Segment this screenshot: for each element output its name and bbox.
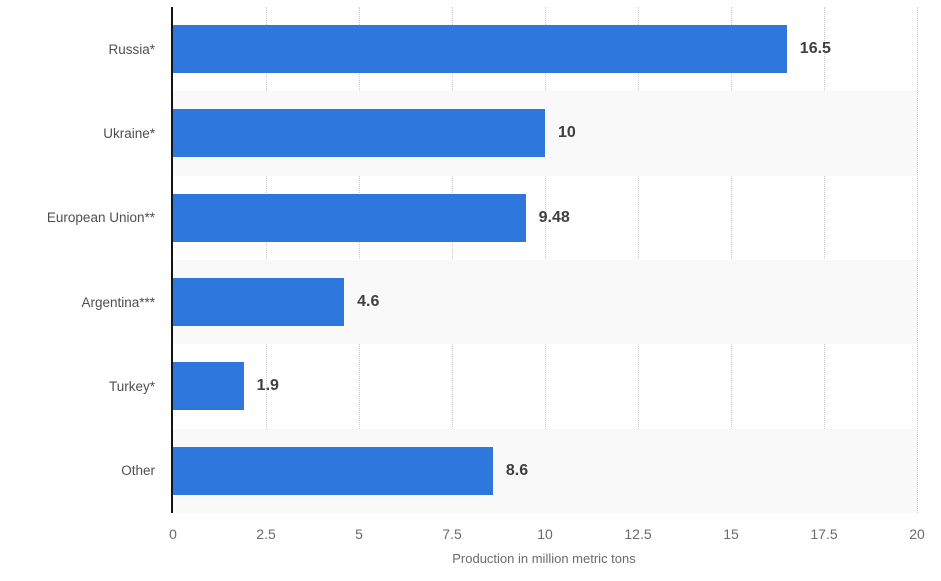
bar-argentina[interactable] — [173, 278, 345, 327]
value-label-other: 8.6 — [505, 461, 529, 479]
x-tick-10: 10 — [537, 526, 553, 542]
value-label-argentina: 4.6 — [357, 293, 380, 311]
bar-row-turkey: 1.9 — [173, 344, 917, 428]
category-label-european-union: European Union** — [46, 210, 155, 226]
x-tick-15: 15 — [723, 526, 739, 542]
y-axis-category-labels: Russia* Ukraine* European Union** Argent… — [0, 7, 155, 513]
x-tick-12-5: 12.5 — [624, 526, 652, 542]
category-label-turkey: Turkey* — [108, 378, 155, 394]
bar-row-russia: 16.5 — [173, 7, 917, 91]
bar-european-union[interactable] — [173, 193, 526, 242]
x-tick-7-5: 7.5 — [442, 526, 462, 542]
bar-turkey[interactable] — [173, 362, 244, 411]
category-label-ukraine: Ukraine* — [103, 125, 155, 141]
x-axis-tick-labels: 0 2.5 5 7.5 10 12.5 15 17.5 20 — [169, 526, 925, 546]
x-tick-5: 5 — [355, 526, 363, 542]
plot-area: 16.5 10 9.48 4.6 1.9 8.6 — [171, 7, 918, 513]
bar-ukraine[interactable] — [173, 109, 545, 158]
value-label-ukraine: 10 — [558, 124, 576, 142]
value-label-turkey: 1.9 — [256, 377, 279, 395]
category-label-other: Other — [121, 463, 155, 479]
bar-row-european-union: 9.48 — [173, 176, 917, 260]
value-label-european-union: 9.48 — [538, 208, 570, 226]
bar-other[interactable] — [173, 446, 493, 495]
bar-row-argentina: 4.6 — [173, 260, 917, 345]
category-label-russia: Russia* — [108, 41, 155, 57]
bar-russia[interactable] — [173, 25, 787, 74]
x-tick-2-5: 2.5 — [256, 526, 276, 542]
bar-row-ukraine: 10 — [173, 91, 917, 176]
category-label-argentina: Argentina*** — [81, 294, 155, 310]
x-tick-0: 0 — [169, 526, 177, 542]
bar-row-other: 8.6 — [173, 428, 917, 513]
x-tick-20: 20 — [909, 526, 925, 542]
x-tick-17-5: 17.5 — [810, 526, 838, 542]
value-label-russia: 16.5 — [799, 40, 831, 58]
gridline-20 — [917, 7, 918, 513]
x-axis-title: Production in million metric tons — [452, 551, 636, 566]
